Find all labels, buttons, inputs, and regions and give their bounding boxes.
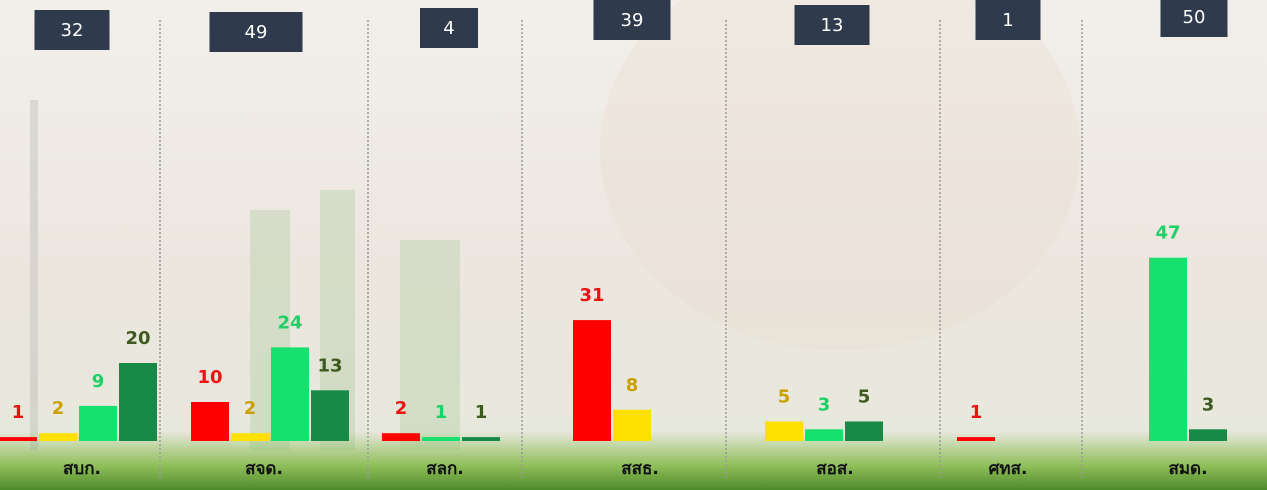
bar: [231, 433, 269, 441]
bar: [0, 437, 37, 441]
bar: [805, 429, 843, 441]
value-label: 1: [435, 402, 448, 423]
category-label: สอส.: [816, 459, 853, 479]
value-label: 2: [244, 398, 257, 419]
bar: [613, 410, 651, 441]
bar: [119, 363, 157, 441]
bar: [957, 437, 995, 441]
total-label: 13: [821, 15, 844, 36]
value-label: 3: [1202, 394, 1215, 415]
category-label: ศทส.: [989, 459, 1028, 479]
category-label: สจด.: [245, 459, 283, 479]
total-label: 4: [443, 18, 454, 39]
bar: [1149, 258, 1187, 441]
value-label: 10: [197, 367, 222, 388]
total-label: 32: [61, 20, 84, 41]
total-label: 39: [621, 10, 644, 31]
value-label: 47: [1155, 223, 1180, 244]
bar: [191, 402, 229, 441]
bar: [39, 433, 77, 441]
value-label: 9: [92, 371, 105, 392]
value-label: 3: [818, 394, 831, 415]
bar: [462, 437, 500, 441]
total-label: 49: [245, 22, 268, 43]
total-label: 1: [1002, 10, 1013, 31]
value-label: 13: [317, 355, 342, 376]
value-label: 1: [475, 402, 488, 423]
value-label: 31: [579, 285, 604, 306]
category-label: สบก.: [63, 459, 101, 479]
value-label: 5: [778, 387, 791, 408]
bar: [1189, 429, 1227, 441]
value-label: 1: [970, 402, 983, 423]
value-label: 2: [395, 398, 408, 419]
bar: [845, 422, 883, 442]
value-label: 24: [277, 312, 302, 333]
bar: [311, 390, 349, 441]
value-label: 5: [858, 387, 871, 408]
chart: 12920สบก.321022413สจด.49211สลก.4318สสธ.3…: [0, 0, 1267, 490]
value-label: 8: [626, 375, 639, 396]
bar: [382, 433, 420, 441]
bar: [573, 320, 611, 441]
bar: [79, 406, 117, 441]
bar: [422, 437, 460, 441]
value-label: 1: [12, 402, 25, 423]
bar: [271, 347, 309, 441]
category-label: สลก.: [426, 459, 464, 479]
total-label: 50: [1183, 7, 1206, 28]
category-label: สมด.: [1168, 459, 1207, 479]
bar: [765, 422, 803, 442]
category-label: สสธ.: [621, 459, 659, 479]
value-label: 20: [125, 328, 150, 349]
value-label: 2: [52, 398, 65, 419]
